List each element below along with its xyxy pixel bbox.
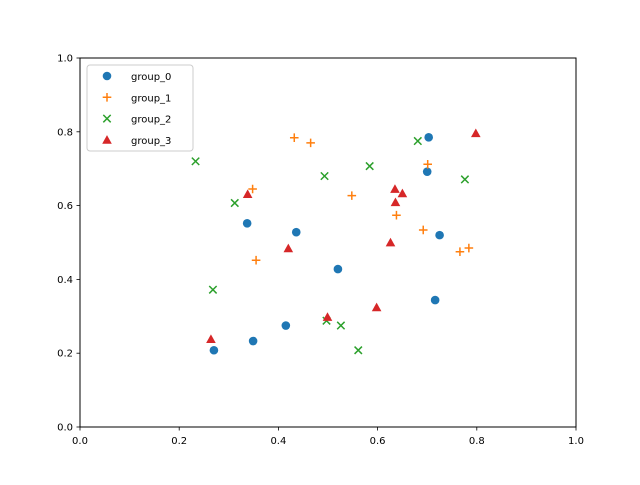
x-tick-label: 0.6 [370, 436, 386, 447]
y-tick-label: 0.2 [57, 349, 73, 360]
data-point [430, 295, 440, 305]
y-tick-label: 0.6 [57, 201, 73, 212]
plot-frame [79, 57, 577, 428]
data-point [248, 336, 258, 346]
data-point [320, 171, 329, 181]
x-tick-label: 0.4 [270, 436, 286, 447]
data-point [424, 133, 433, 142]
data-point [354, 346, 363, 355]
data-point [289, 133, 299, 143]
data-point [423, 159, 432, 169]
data-point [365, 161, 374, 171]
data-point [392, 210, 401, 220]
data-point [251, 255, 261, 265]
data-point [390, 197, 401, 207]
legend: group_0 group_1 group_2 group_3 [86, 64, 194, 152]
data-point [336, 321, 346, 330]
data-point [291, 227, 301, 237]
data-points [191, 128, 481, 355]
legend-marker [102, 114, 112, 123]
legend-marker [102, 135, 112, 144]
data-point [230, 198, 239, 208]
legend-marker [102, 71, 112, 81]
data-point [248, 184, 257, 194]
series-group_1 [248, 133, 474, 265]
data-point [371, 302, 382, 312]
data-point [281, 321, 291, 330]
data-point [206, 334, 216, 344]
x-tick-label: 0.2 [171, 436, 187, 447]
y-tick-label: 1.0 [57, 54, 73, 65]
y-tick-label: 0.8 [57, 127, 73, 138]
data-point [418, 225, 428, 235]
y-axis: 0.0 0.2 0.4 0.6 0.8 1.0 [57, 54, 80, 434]
data-point [208, 285, 218, 294]
data-point [322, 312, 333, 321]
data-point [191, 157, 200, 166]
x-tick-label: 0.8 [469, 436, 485, 447]
legend-marker [102, 93, 112, 102]
legend-label: group_1 [131, 93, 171, 104]
legend-label: group_0 [131, 72, 171, 83]
data-point [385, 237, 396, 247]
series-group_0 [209, 133, 444, 355]
data-point [242, 219, 252, 228]
data-point [397, 188, 408, 198]
data-point [242, 189, 253, 199]
data-point [413, 136, 423, 146]
data-point [283, 243, 294, 253]
data-point [464, 243, 474, 253]
data-point [435, 230, 444, 240]
legend-label: group_2 [131, 115, 171, 126]
data-point [422, 167, 432, 176]
y-tick-label: 0.4 [57, 275, 73, 286]
data-point [455, 247, 465, 257]
data-point [209, 345, 219, 355]
data-point [390, 184, 400, 193]
data-point [333, 264, 343, 274]
y-tick-label: 0.0 [57, 423, 73, 434]
x-tick-label: 1.0 [568, 436, 584, 447]
series-group_3 [206, 128, 481, 344]
legend-label: group_3 [131, 136, 171, 147]
x-axis: 0.0 0.2 0.4 0.6 0.8 1.0 [72, 427, 584, 447]
data-point [471, 128, 481, 138]
data-point [347, 191, 357, 200]
x-tick-label: 0.0 [72, 436, 88, 447]
legend-box [86, 64, 194, 152]
data-point [306, 138, 315, 148]
data-point [460, 175, 470, 184]
